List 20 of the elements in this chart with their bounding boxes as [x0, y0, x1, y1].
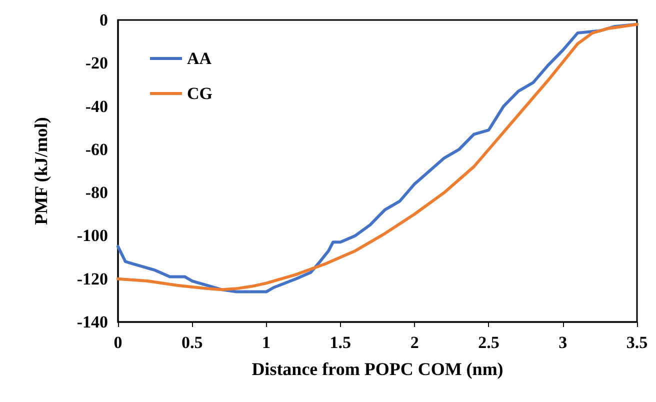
x-tick-label: 3.5 [626, 333, 648, 352]
y-tick-label: -140 [76, 312, 108, 332]
x-tick-label: 2.5 [478, 333, 500, 352]
x-tick-label: 2 [410, 333, 419, 352]
y-axis-title: PMF (kJ/mol) [31, 117, 51, 225]
y-tick-label: -100 [76, 226, 108, 246]
y-tick-label: -120 [76, 269, 108, 288]
x-tick-label: 0 [114, 333, 122, 352]
legend-label: CG [187, 84, 212, 103]
x-tick-label: 1 [262, 333, 271, 352]
y-tick-label: -20 [85, 54, 108, 73]
y-tick-label: -60 [85, 140, 108, 159]
x-tick-label: 1.5 [330, 333, 352, 352]
x-axis-title: Distance from POPC COM (nm) [252, 359, 504, 379]
x-tick-label: 3 [558, 333, 568, 352]
y-tick-label: -40 [85, 96, 108, 116]
legend-label: AA [187, 49, 212, 68]
y-tick-label: 0 [100, 10, 108, 30]
y-tick-label: -80 [85, 183, 108, 202]
x-tick-label: 0.5 [182, 333, 203, 352]
